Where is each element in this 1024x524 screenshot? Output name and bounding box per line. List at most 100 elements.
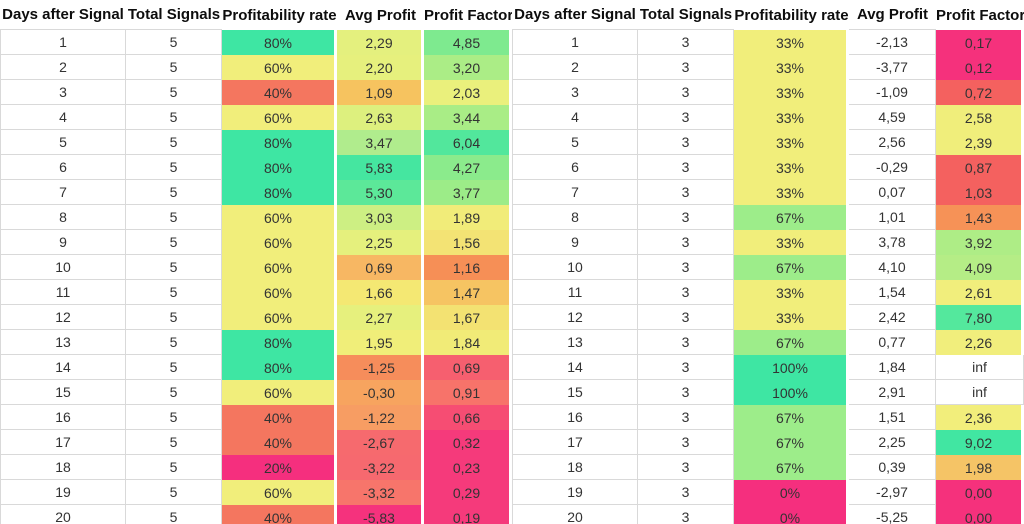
heat-cell: 3,20 <box>424 55 512 80</box>
heat-cell: 0,66 <box>424 405 512 430</box>
heat-cell: 67% <box>734 330 849 355</box>
heat-cell: 33% <box>734 155 849 180</box>
heat-cell: 60% <box>222 380 337 405</box>
heat-cell: 80% <box>222 155 337 180</box>
value-cell: 3 <box>638 80 734 105</box>
heat-cell: 80% <box>222 330 337 355</box>
heat-cell: 1,67 <box>424 305 512 330</box>
table-row: 20 5 40% -5,83 0,19 <box>0 505 512 524</box>
heat-cell: 3,03 <box>337 205 424 230</box>
heat-cell: 1,03 <box>936 180 1024 205</box>
heat-cell: 20% <box>222 455 337 480</box>
value-cell: -5,25 <box>849 505 936 524</box>
value-cell: 5 <box>512 130 638 155</box>
value-cell: 5 <box>126 380 222 405</box>
heat-cell: 100% <box>734 355 849 380</box>
table-row: 5 3 33% 2,56 2,39 <box>512 130 1024 155</box>
value-cell: 19 <box>512 480 638 505</box>
table-row: 2 3 33% -3,77 0,12 <box>512 55 1024 80</box>
signal-table-5-signals: Days after Signal Total Signals Profitabil… <box>0 6 512 524</box>
value-cell: 5 <box>126 130 222 155</box>
heat-cell: 60% <box>222 230 337 255</box>
table-row: 7 5 80% 5,30 3,77 <box>0 180 512 205</box>
value-cell: 3 <box>638 30 734 55</box>
heat-cell: 2,27 <box>337 305 424 330</box>
heat-cell: 1,95 <box>337 330 424 355</box>
value-cell: 20 <box>512 505 638 524</box>
heat-cell: 40% <box>222 430 337 455</box>
heat-cell: 33% <box>734 80 849 105</box>
table-row: 4 3 33% 4,59 2,58 <box>512 105 1024 130</box>
heat-cell: 7,80 <box>936 305 1024 330</box>
column-header: Profitability rate <box>734 0 849 30</box>
value-cell: 5 <box>126 405 222 430</box>
value-cell: inf <box>936 380 1024 405</box>
table-row: 16 5 40% -1,22 0,66 <box>0 405 512 430</box>
heat-cell: 80% <box>222 355 337 380</box>
value-cell: 12 <box>0 305 126 330</box>
value-cell: 7 <box>512 180 638 205</box>
heat-cell: 1,43 <box>936 205 1024 230</box>
value-cell: 5 <box>126 280 222 305</box>
value-cell: -2,97 <box>849 480 936 505</box>
heat-cell: 0,19 <box>424 505 512 524</box>
value-cell: 3 <box>638 255 734 280</box>
heat-cell: 60% <box>222 205 337 230</box>
value-cell: 4 <box>0 105 126 130</box>
value-cell: 5 <box>126 30 222 55</box>
table-row: 18 5 20% -3,22 0,23 <box>0 455 512 480</box>
value-cell: 4,10 <box>849 255 936 280</box>
heat-cell: 2,63 <box>337 105 424 130</box>
heat-cell: 3,92 <box>936 230 1024 255</box>
value-cell: -1,09 <box>849 80 936 105</box>
heat-cell: 80% <box>222 180 337 205</box>
value-cell: 2 <box>512 55 638 80</box>
heat-cell: 0,00 <box>936 480 1024 505</box>
value-cell: 16 <box>0 405 126 430</box>
value-cell: 8 <box>512 205 638 230</box>
heat-cell: 33% <box>734 30 849 55</box>
table-row: 12 5 60% 2,27 1,67 <box>0 305 512 330</box>
table-row: 9 5 60% 2,25 1,56 <box>0 230 512 255</box>
value-cell: 6 <box>512 155 638 180</box>
value-cell: 2 <box>0 55 126 80</box>
value-cell: 19 <box>0 480 126 505</box>
table-row: 14 5 80% -1,25 0,69 <box>0 355 512 380</box>
value-cell: 1,01 <box>849 205 936 230</box>
value-cell: 4 <box>512 105 638 130</box>
table-row: 8 5 60% 3,03 1,89 <box>0 205 512 230</box>
heat-cell: -5,83 <box>337 505 424 524</box>
value-cell: 5 <box>126 305 222 330</box>
heat-cell: 0% <box>734 505 849 524</box>
heat-cell: 80% <box>222 130 337 155</box>
heat-cell: 1,98 <box>936 455 1024 480</box>
value-cell: 3,78 <box>849 230 936 255</box>
value-cell: 5 <box>126 430 222 455</box>
value-cell: 17 <box>0 430 126 455</box>
table-row: 9 3 33% 3,78 3,92 <box>512 230 1024 255</box>
heat-cell: 60% <box>222 55 337 80</box>
heat-cell: 60% <box>222 105 337 130</box>
heat-cell: 1,16 <box>424 255 512 280</box>
heat-cell: 6,04 <box>424 130 512 155</box>
value-cell: 3 <box>638 280 734 305</box>
heat-cell: 0,29 <box>424 480 512 505</box>
value-cell: 3 <box>638 155 734 180</box>
heat-cell: 2,25 <box>337 230 424 255</box>
value-cell: -3,77 <box>849 55 936 80</box>
value-cell: 1,51 <box>849 405 936 430</box>
heat-cell: 2,29 <box>337 30 424 55</box>
value-cell: 9 <box>0 230 126 255</box>
value-cell: 5 <box>126 255 222 280</box>
heat-cell: 2,39 <box>936 130 1024 155</box>
value-cell: 3 <box>638 330 734 355</box>
value-cell: 5 <box>126 55 222 80</box>
heat-cell: 0,12 <box>936 55 1024 80</box>
table-row: 15 3 100% 2,91 inf <box>512 380 1024 405</box>
heat-cell: -0,30 <box>337 380 424 405</box>
heat-cell: 1,66 <box>337 280 424 305</box>
heat-cell: 33% <box>734 230 849 255</box>
heat-cell: 0,72 <box>936 80 1024 105</box>
heat-cell: 0,00 <box>936 505 1024 524</box>
